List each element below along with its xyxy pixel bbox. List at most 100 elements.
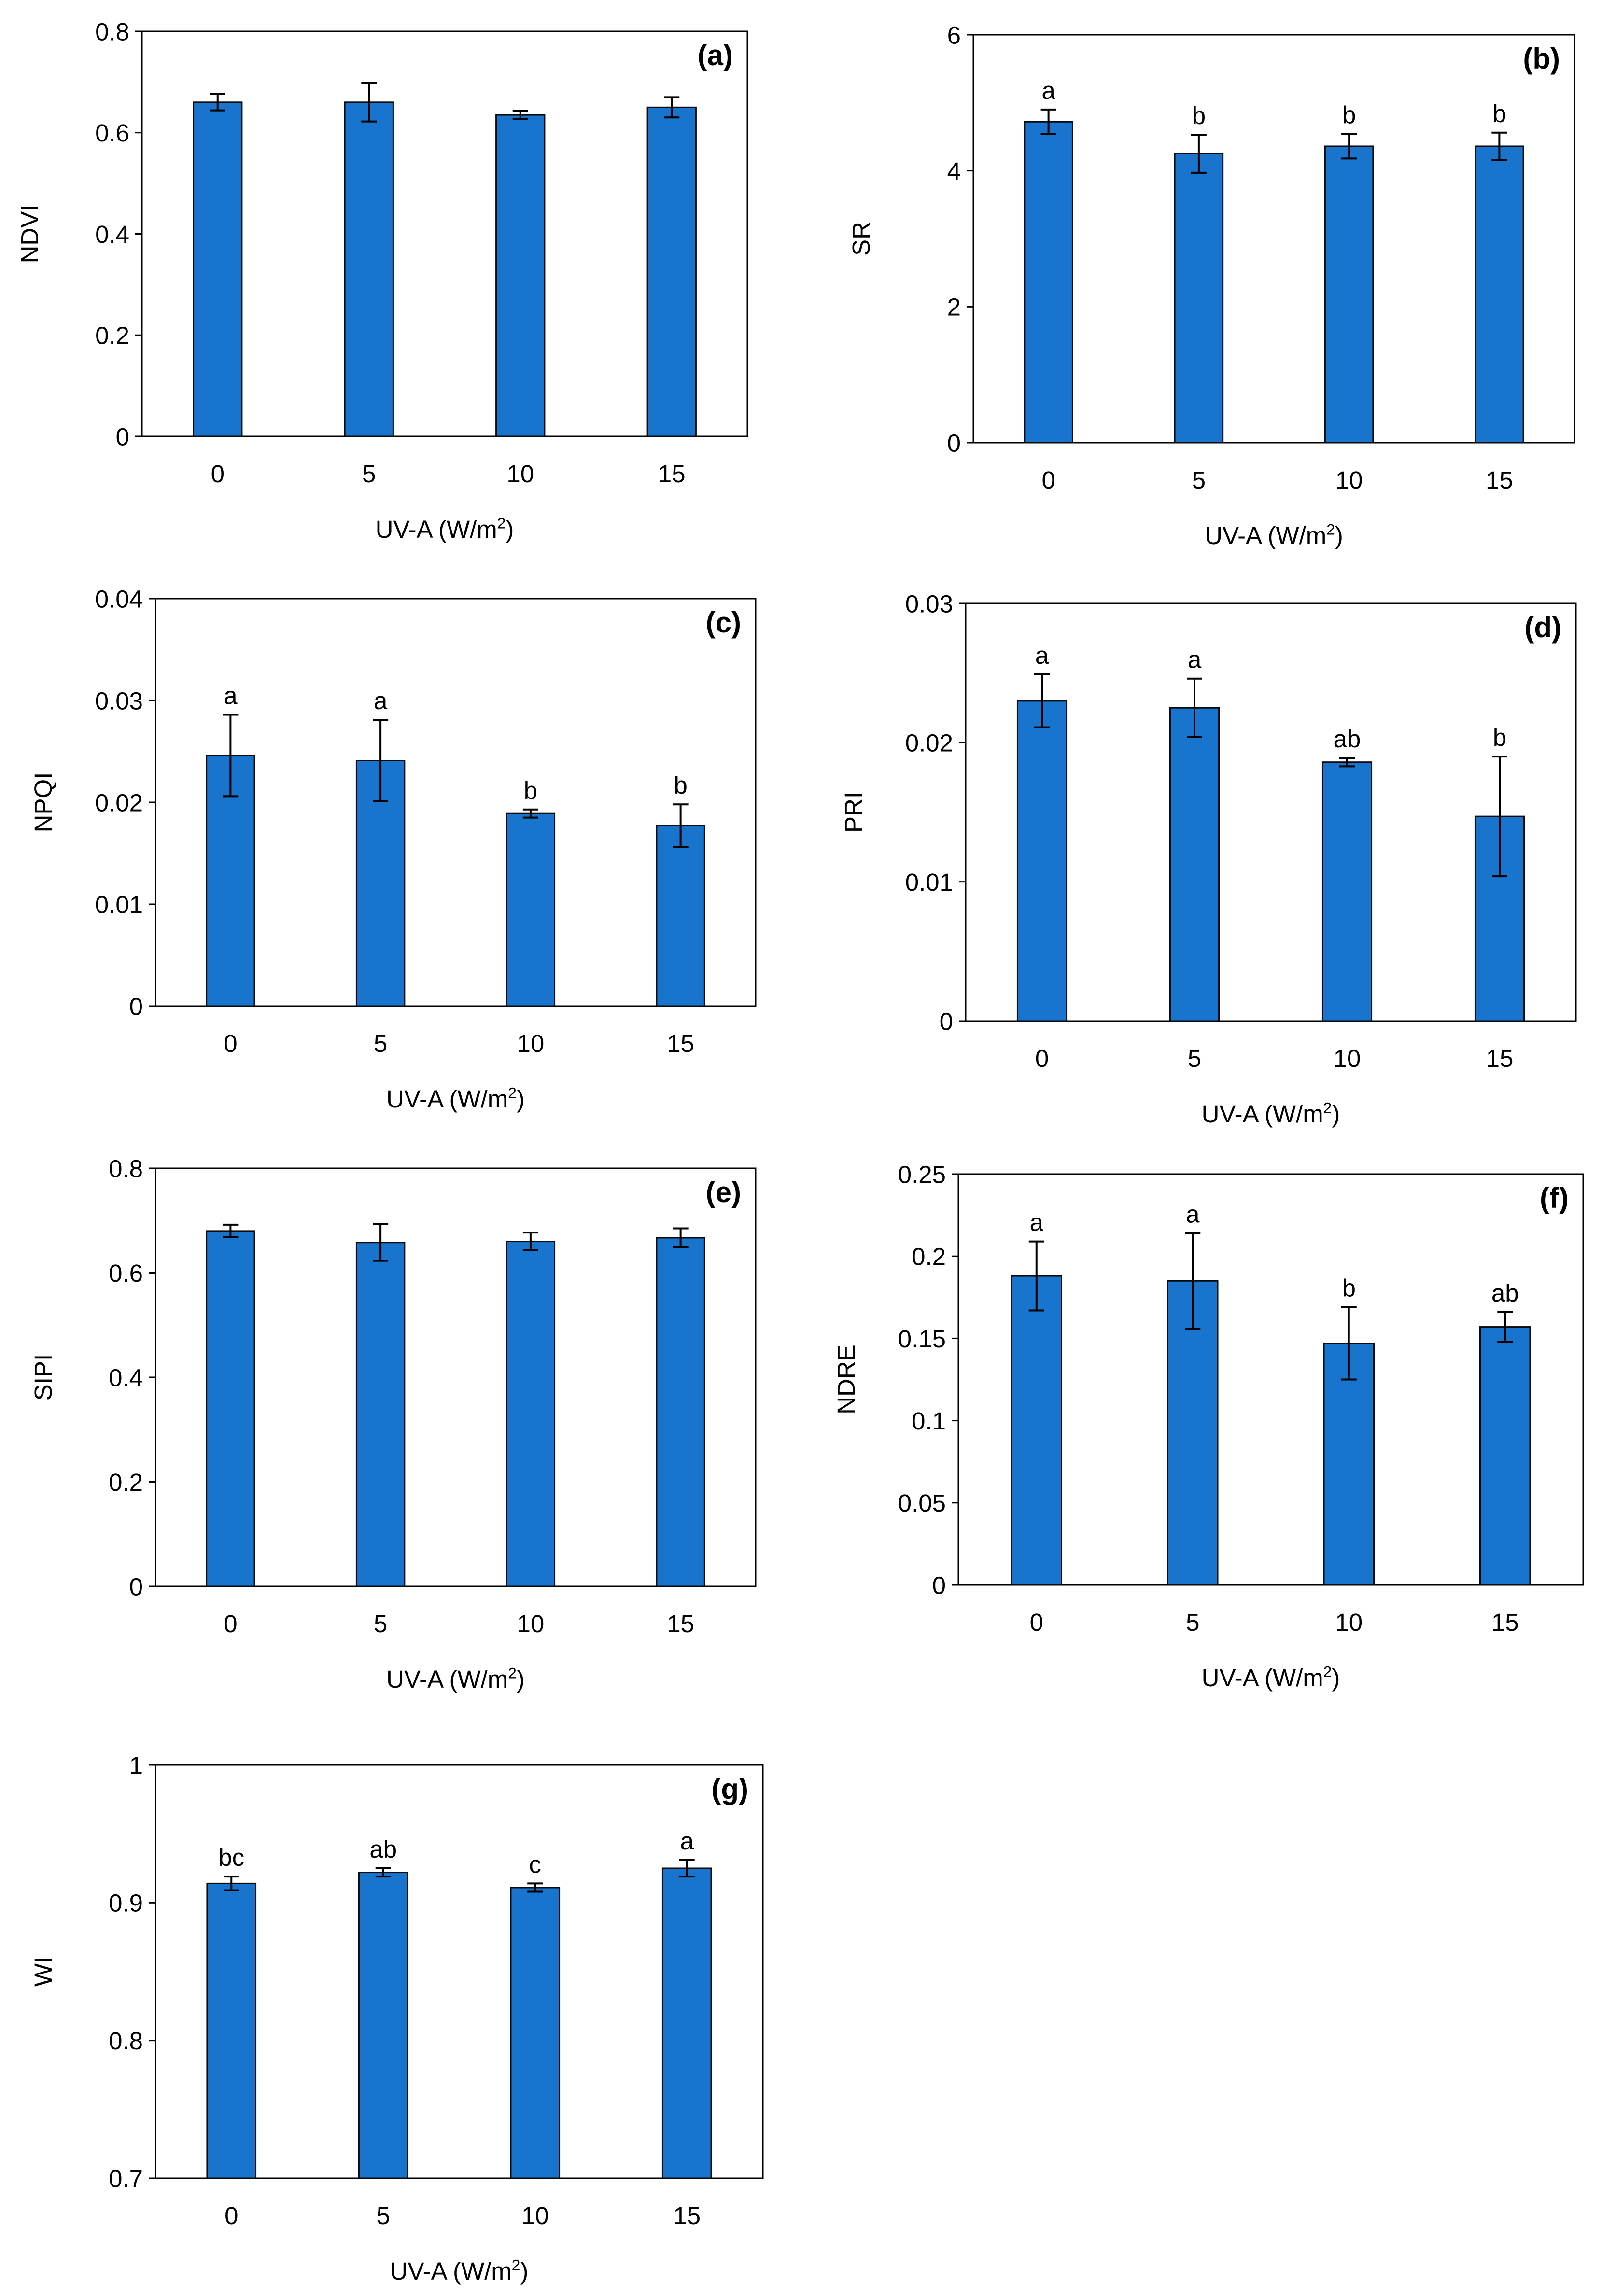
x-tick-label: 5 [362, 460, 376, 488]
y-tick-label: 0.6 [109, 1260, 143, 1287]
x-axis-label: UV-A (W/m2) [1202, 1099, 1340, 1128]
bar [646, 106, 697, 437]
x-tick-label: 15 [1491, 1609, 1519, 1636]
y-tick-label: 0.02 [95, 789, 143, 816]
x-axis-label-main: UV-A (W/m [1205, 522, 1326, 549]
y-tick-label: 0.4 [109, 1364, 143, 1391]
y-tick-label: 0 [116, 423, 129, 450]
x-axis-label: UV-A (W/m2) [386, 1665, 525, 1693]
y-axis-label: SIPI [29, 1354, 57, 1400]
bar [495, 114, 546, 437]
significance-letter: c [529, 1850, 542, 1878]
y-tick-label: 0.8 [109, 1155, 143, 1182]
significance-letter: bc [218, 1844, 244, 1871]
chart-panel: 0 0.05 0.1 0.15 0.2 0.25 NDRE a 0 a 5 b 10 ab 15 UV-A (… [832, 1161, 1584, 1692]
x-axis-label-end: ) [517, 1666, 525, 1693]
bar [1324, 145, 1374, 444]
x-tick-label: 0 [1035, 1045, 1049, 1072]
y-tick-label: 0.9 [109, 1890, 143, 1917]
y-axis-label: WI [29, 1957, 57, 1987]
panel-label: (a) [698, 39, 733, 71]
x-axis-label-end: ) [1332, 1664, 1340, 1692]
x-tick-label: 15 [667, 1030, 694, 1057]
chart-panel: 0 0.01 0.02 0.03 0.04 NPQI a 0 a 5 b 10 b 15 UV-A (W/m… [29, 585, 757, 1113]
bar [206, 1882, 257, 2179]
y-tick-label: 2 [947, 294, 961, 321]
panel-label: (e) [706, 1176, 741, 1208]
x-axis-label-main: UV-A (W/m [390, 2257, 512, 2285]
x-axis-label: UV-A (W/m2) [1202, 1663, 1340, 1692]
y-tick-label: 0 [940, 1008, 953, 1035]
plot-frame [972, 34, 1575, 444]
bar [1024, 121, 1073, 444]
significance-letter: a [1186, 1201, 1200, 1228]
y-tick-label: 0.04 [95, 585, 143, 613]
y-tick-label: 0 [947, 429, 961, 457]
significance-letter: b [1192, 102, 1206, 129]
x-axis-label-main: UV-A (W/m [386, 1085, 508, 1113]
significance-letter: b [524, 777, 537, 804]
y-tick-label: 0.2 [912, 1243, 946, 1271]
bar [1321, 761, 1373, 1022]
x-axis-label-superscript: 2 [508, 1665, 517, 1682]
bar [656, 825, 705, 1007]
panel-label: (g) [711, 1773, 748, 1805]
x-tick-label: 15 [673, 2202, 701, 2229]
bar [656, 1237, 705, 1587]
bar [1166, 1280, 1219, 1586]
y-tick-label: 0.05 [898, 1489, 946, 1517]
x-axis-label-main: UV-A (W/m [1202, 1100, 1323, 1128]
x-tick-label: 15 [658, 460, 686, 488]
panel-label: (f) [1540, 1182, 1569, 1214]
bar [358, 1872, 408, 2179]
y-tick-label: 0.01 [905, 868, 953, 896]
y-tick-label: 0.7 [109, 2165, 143, 2192]
bar [1011, 1275, 1063, 1586]
significance-letter: b [1342, 101, 1356, 129]
x-axis-label-end: ) [517, 1085, 525, 1113]
y-tick-label: 4 [947, 157, 961, 185]
y-tick-label: 0.6 [95, 119, 129, 147]
x-tick-label: 10 [1334, 1045, 1361, 1072]
plot-frame [965, 602, 1577, 1022]
x-tick-label: 10 [517, 1030, 545, 1057]
x-tick-label: 15 [1486, 1045, 1514, 1072]
x-axis-label-end: ) [520, 2257, 528, 2285]
chart-panel: 0 0.2 0.4 0.6 0.8 SIPI 0 5 10 15 UV-A (W/m2) (e) [29, 1155, 757, 1693]
bar [506, 1241, 556, 1587]
bar [510, 1887, 561, 2179]
panel-label: (d) [1524, 611, 1561, 644]
x-axis-label: UV-A (W/m2) [386, 1084, 525, 1113]
chart-panel: 0 0.01 0.02 0.03 PRI a 0 a 5 ab 10 b 15 UV-A (W/m2) (d… [840, 590, 1577, 1128]
x-axis-label-superscript: 2 [1323, 1663, 1332, 1680]
significance-letter: ab [1334, 725, 1361, 753]
y-tick-label: 0.8 [109, 2027, 143, 2055]
bar [355, 1242, 406, 1587]
chart-panel: 0 0.2 0.4 0.6 0.8 NDVI 0 5 10 15 UV-A (W/m2) (a) [16, 18, 748, 543]
x-axis-label-main: UV-A (W/m [1202, 1664, 1323, 1692]
x-tick-label: 5 [374, 1610, 387, 1638]
significance-letter: a [224, 682, 238, 710]
x-tick-label: 5 [374, 1030, 387, 1057]
x-tick-label: 5 [1192, 466, 1206, 494]
x-axis-label-superscript: 2 [497, 515, 506, 532]
y-tick-label: 0.4 [95, 221, 129, 248]
y-axis-label: NPQI [29, 772, 57, 833]
y-tick-label: 0.02 [905, 729, 953, 757]
bar [506, 812, 556, 1007]
bar [193, 101, 243, 437]
significance-letter: ab [1491, 1279, 1519, 1307]
x-axis-label-superscript: 2 [1326, 521, 1335, 538]
y-tick-label: 0 [129, 1573, 143, 1600]
x-tick-label: 0 [225, 2202, 238, 2229]
y-tick-label: 0 [932, 1571, 946, 1599]
bar [206, 1230, 255, 1587]
y-tick-label: 6 [947, 21, 961, 49]
y-tick-label: 1 [129, 1751, 143, 1779]
x-tick-label: 0 [224, 1030, 237, 1057]
y-tick-label: 0 [129, 993, 143, 1020]
y-tick-label: 0.2 [109, 1469, 143, 1496]
significance-letter: ab [369, 1835, 397, 1863]
significance-letter: b [1493, 724, 1506, 751]
